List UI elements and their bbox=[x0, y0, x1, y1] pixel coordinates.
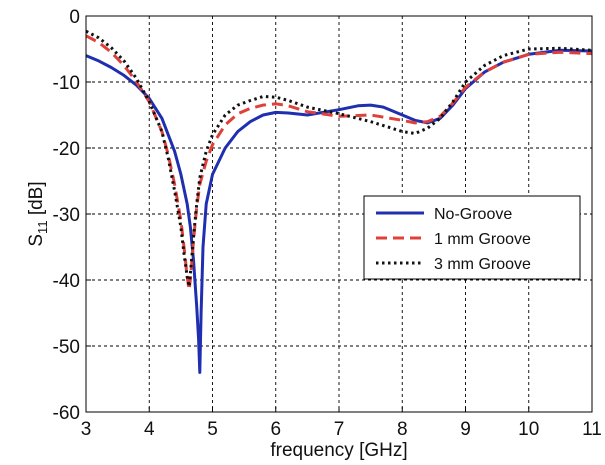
y-tick-label: -20 bbox=[53, 139, 80, 160]
legend-label-2: 3 mm Groove bbox=[434, 256, 531, 273]
y-tick-label: -50 bbox=[53, 337, 80, 358]
y-tick-label: -30 bbox=[53, 205, 80, 226]
tick-labels: 3 4 5 6 7 8 9 10 11 0 -10 -20 -30 -40 -50 -60 bbox=[53, 7, 602, 440]
x-tick-label: 7 bbox=[334, 419, 345, 440]
series-line-2 bbox=[85, 29, 593, 289]
legend-label-0: No-Groove bbox=[434, 206, 512, 223]
y-axis-label: S11 [dB] bbox=[26, 181, 50, 246]
x-tick-label: 5 bbox=[207, 419, 218, 440]
x-tick-label: 6 bbox=[270, 419, 281, 440]
legend-label-1: 1 mm Groove bbox=[434, 231, 531, 248]
legend: No-Groove 1 mm Groove 3 mm Groove bbox=[363, 195, 581, 280]
x-axis-label: frequency [GHz] bbox=[270, 440, 407, 460]
y-tick-label: -60 bbox=[53, 403, 80, 424]
y-tick-label: 0 bbox=[69, 7, 80, 28]
x-tick-label: 3 bbox=[81, 419, 92, 440]
x-tick-label: 4 bbox=[144, 419, 155, 440]
x-tick-label: 11 bbox=[582, 419, 602, 440]
y-tick-label: -40 bbox=[53, 271, 80, 292]
x-tick-label: 9 bbox=[460, 419, 471, 440]
x-tick-label: 8 bbox=[397, 419, 408, 440]
x-tick-label: 10 bbox=[518, 419, 539, 440]
series-group bbox=[85, 29, 593, 374]
y-tick-label: -10 bbox=[53, 73, 80, 94]
